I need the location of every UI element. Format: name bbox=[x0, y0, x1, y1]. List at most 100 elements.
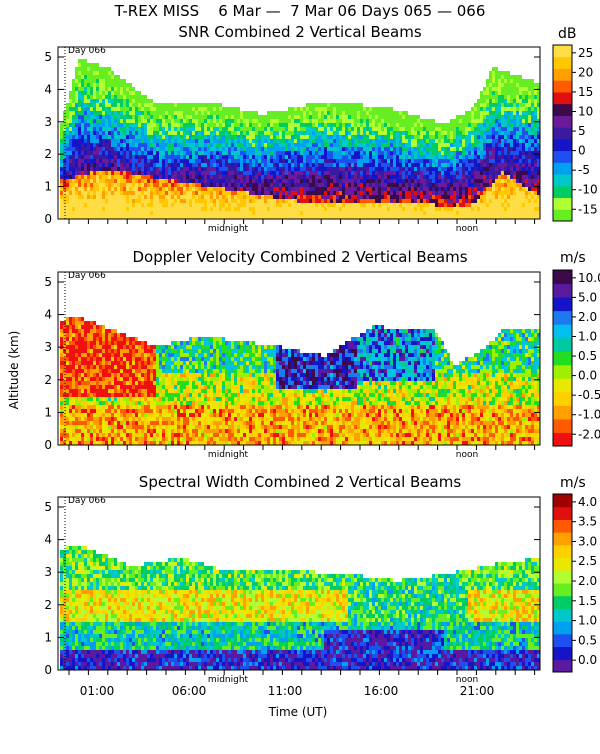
heatmap-cell bbox=[321, 119, 324, 123]
heatmap-cell bbox=[219, 199, 222, 203]
heatmap-cell bbox=[156, 211, 159, 215]
heatmap-cell bbox=[228, 159, 231, 163]
heatmap-cell bbox=[498, 103, 501, 107]
heatmap-cell bbox=[114, 91, 117, 95]
heatmap-cell bbox=[198, 159, 201, 163]
heatmap-cell bbox=[237, 147, 240, 151]
heatmap-cell bbox=[243, 159, 246, 163]
heatmap-cell bbox=[231, 195, 234, 199]
day-marker: Day 066 bbox=[68, 46, 106, 56]
heatmap-cell bbox=[519, 167, 522, 171]
heatmap-cell bbox=[309, 111, 312, 115]
heatmap-cell bbox=[489, 123, 492, 127]
heatmap-cell bbox=[249, 171, 252, 175]
heatmap-cell bbox=[297, 183, 300, 187]
heatmap-cell bbox=[156, 167, 159, 171]
heatmap-cell bbox=[459, 211, 462, 215]
heatmap-cell bbox=[399, 167, 402, 171]
heatmap-cell bbox=[408, 183, 411, 187]
heatmap-cell bbox=[78, 75, 81, 79]
heatmap-cell bbox=[396, 131, 399, 135]
heatmap-cell bbox=[393, 171, 396, 175]
heatmap-cell bbox=[186, 115, 189, 119]
heatmap-cell bbox=[117, 79, 120, 83]
heatmap-cell bbox=[483, 211, 486, 215]
heatmap-cell bbox=[495, 115, 498, 119]
heatmap-cell bbox=[72, 155, 75, 159]
heatmap-cell bbox=[294, 159, 297, 163]
heatmap-cell bbox=[483, 199, 486, 203]
heatmap-cell bbox=[375, 191, 378, 195]
heatmap-cell bbox=[186, 199, 189, 203]
heatmap-cell bbox=[330, 175, 333, 179]
heatmap-cell bbox=[513, 79, 516, 83]
heatmap-cell bbox=[423, 187, 426, 191]
heatmap-cell bbox=[225, 135, 228, 139]
heatmap-cell bbox=[273, 115, 276, 119]
heatmap-cell bbox=[237, 203, 240, 207]
heatmap-cell bbox=[399, 135, 402, 139]
heatmap-cell bbox=[234, 199, 237, 203]
heatmap-cell bbox=[288, 139, 291, 143]
heatmap-cell bbox=[96, 67, 99, 71]
heatmap-cell bbox=[363, 191, 366, 195]
heatmap-cell bbox=[84, 95, 87, 99]
heatmap-cell bbox=[102, 187, 105, 191]
heatmap-cell bbox=[363, 163, 366, 167]
heatmap-cell bbox=[81, 79, 84, 83]
heatmap-cell bbox=[396, 135, 399, 139]
heatmap-cell bbox=[81, 123, 84, 127]
heatmap-cell bbox=[189, 147, 192, 151]
heatmap-cell bbox=[423, 131, 426, 135]
heatmap-cell bbox=[201, 103, 204, 107]
heatmap-cell bbox=[249, 135, 252, 139]
heatmap-cell bbox=[462, 191, 465, 195]
heatmap-cell bbox=[360, 119, 363, 123]
heatmap-cell bbox=[375, 171, 378, 175]
heatmap-cell bbox=[90, 139, 93, 143]
heatmap-cell bbox=[390, 203, 393, 207]
heatmap-cell bbox=[189, 139, 192, 143]
heatmap-cell bbox=[117, 107, 120, 111]
heatmap-cell bbox=[141, 191, 144, 195]
heatmap-cell bbox=[159, 195, 162, 199]
heatmap-cell bbox=[294, 191, 297, 195]
heatmap-cell bbox=[222, 179, 225, 183]
heatmap-cell bbox=[198, 187, 201, 191]
heatmap-cell bbox=[408, 199, 411, 203]
heatmap-cell bbox=[162, 139, 165, 143]
heatmap-cell bbox=[531, 95, 534, 99]
heatmap-cell bbox=[174, 215, 177, 219]
heatmap-cell bbox=[498, 127, 501, 131]
heatmap-cell bbox=[78, 147, 81, 151]
heatmap-cell bbox=[102, 143, 105, 147]
heatmap-cell bbox=[177, 151, 180, 155]
heatmap-cell bbox=[351, 163, 354, 167]
heatmap-cell bbox=[222, 147, 225, 151]
heatmap-cell bbox=[126, 99, 129, 103]
heatmap-cell bbox=[231, 207, 234, 211]
heatmap-cell bbox=[228, 187, 231, 191]
heatmap-cell bbox=[195, 111, 198, 115]
heatmap-cell bbox=[447, 191, 450, 195]
heatmap-cell bbox=[423, 215, 426, 219]
heatmap-cell bbox=[432, 127, 435, 131]
heatmap-cell bbox=[531, 207, 534, 211]
heatmap-cell bbox=[207, 191, 210, 195]
heatmap-cell bbox=[291, 179, 294, 183]
heatmap-cell bbox=[360, 163, 363, 167]
heatmap-cell bbox=[522, 187, 525, 191]
heatmap-cell bbox=[450, 207, 453, 211]
heatmap-cell bbox=[279, 211, 282, 215]
heatmap-cell bbox=[210, 139, 213, 143]
heatmap-cell bbox=[201, 155, 204, 159]
heatmap-cell bbox=[510, 87, 513, 91]
heatmap-cell bbox=[321, 155, 324, 159]
heatmap-cell bbox=[393, 195, 396, 199]
heatmap-cell bbox=[150, 131, 153, 135]
heatmap-cell bbox=[357, 139, 360, 143]
heatmap-cell bbox=[66, 353, 69, 357]
heatmap-cell bbox=[66, 107, 69, 111]
heatmap-cell bbox=[144, 215, 147, 219]
